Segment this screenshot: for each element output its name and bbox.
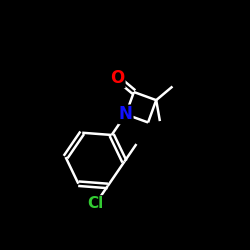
Text: O: O [110,69,125,87]
Text: Cl: Cl [88,196,104,211]
Text: N: N [119,105,133,123]
